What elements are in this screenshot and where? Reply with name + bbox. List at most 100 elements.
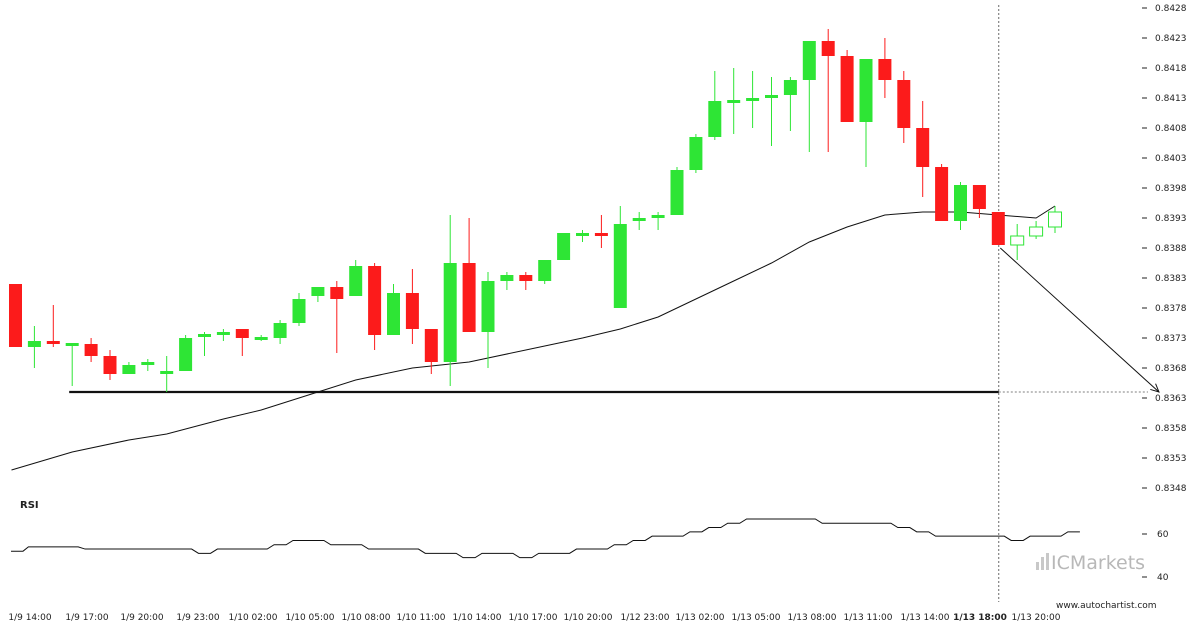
brand-logo-bar-1: [1036, 562, 1039, 570]
candle-body: [84, 344, 98, 356]
candle-body: [708, 101, 722, 137]
candle-body: [783, 80, 797, 95]
x-tick-label: 1/10 02:00: [228, 613, 277, 623]
candle: [878, 38, 892, 98]
candle: [651, 212, 665, 230]
x-tick-label: 1/13 18:00: [953, 613, 1007, 623]
candle: [500, 272, 514, 290]
candle-body: [746, 98, 760, 101]
candle-body: [368, 266, 382, 335]
x-tick-label: 1/13 11:00: [843, 613, 892, 623]
candle: [424, 329, 438, 374]
y-tick-label: 0.8403: [1155, 154, 1187, 164]
candle: [708, 71, 722, 140]
candle: [916, 101, 930, 197]
rsi-line: [11, 518, 1080, 559]
candle-body: [765, 95, 778, 98]
candle-body: [538, 260, 552, 281]
candle-body: [103, 356, 117, 374]
candle: [689, 134, 703, 173]
candle: [405, 269, 419, 344]
candle-body: [859, 59, 873, 122]
candle-body: [840, 56, 854, 122]
candle: [141, 359, 155, 371]
x-tick-label: 1/10 05:00: [285, 613, 334, 623]
candle: [840, 50, 854, 122]
candle: [235, 329, 249, 356]
y-tick-label: 0.8353: [1155, 454, 1187, 464]
candle-body: [972, 185, 986, 209]
candle-body: [27, 341, 41, 347]
candle-body: [613, 224, 627, 308]
x-tick-label: 1/13 20:00: [1011, 613, 1060, 623]
y-tick-label: 0.8428: [1155, 4, 1187, 14]
x-tick-label: 1/10 14:00: [452, 613, 501, 623]
candle: [746, 71, 760, 128]
candle: [198, 332, 211, 356]
candle-body: [954, 185, 967, 221]
projection-arrow-head: [1150, 383, 1160, 393]
candle-body: [235, 329, 249, 338]
candle-body: [292, 299, 306, 323]
candle-body: [349, 266, 363, 296]
y-tick-label: 0.8368: [1155, 364, 1187, 374]
candle: [1010, 224, 1025, 260]
candle: [613, 206, 627, 308]
x-tick-label: 1/13 05:00: [731, 613, 780, 623]
candle: [802, 41, 816, 152]
y-tick-label: 0.8378: [1155, 304, 1187, 314]
candle: [594, 215, 608, 248]
candle: [897, 71, 911, 143]
candle-body: [878, 59, 892, 80]
candle: [387, 284, 400, 335]
candle: [311, 287, 325, 302]
candle-body: [160, 371, 174, 374]
candle-body: [46, 341, 60, 344]
candle-body: [443, 263, 457, 362]
candle: [349, 260, 363, 296]
candle: [160, 356, 174, 392]
y-tick-label: 0.8393: [1155, 214, 1187, 224]
x-tick-label: 1/9 17:00: [65, 613, 109, 623]
brand-logo-bar-2: [1041, 557, 1044, 570]
y-tick-label: 0.8358: [1155, 424, 1187, 434]
brand-logo-bar-3: [1046, 553, 1049, 570]
candle: [538, 260, 552, 284]
candle: [727, 68, 741, 134]
candle-body: [935, 167, 949, 221]
candle: [519, 272, 533, 290]
candle: [46, 305, 60, 347]
rsi-tick-label: 40: [1157, 573, 1169, 583]
candle: [821, 29, 835, 152]
rsi-tick-label: 60: [1157, 530, 1169, 540]
candle-body: [557, 233, 571, 260]
candle: [122, 362, 136, 374]
candle: [481, 272, 495, 368]
candle: [27, 326, 41, 368]
x-tick-label: 1/10 11:00: [396, 613, 445, 623]
candle-body: [802, 41, 816, 80]
candle-body: [651, 215, 665, 218]
x-tick-label: 1/9 23:00: [176, 613, 220, 623]
candle-body: [576, 233, 589, 236]
candle: [557, 233, 571, 260]
candle-body: [387, 293, 400, 335]
candle: [991, 212, 1005, 245]
candle: [292, 293, 306, 326]
candle-body: [519, 275, 533, 281]
candle: [179, 335, 193, 371]
candle: [65, 343, 79, 386]
site-credit: www.autochartist.com: [1056, 601, 1157, 611]
candle: [443, 215, 457, 386]
candle-body: [254, 337, 268, 340]
rsi-title: RSI: [20, 500, 39, 511]
x-tick-label: 1/10 17:00: [508, 613, 557, 623]
x-tick-label: 1/9 20:00: [120, 613, 164, 623]
candle: [9, 284, 22, 347]
candle-body: [632, 218, 646, 221]
candle-body: [689, 137, 703, 170]
candle: [935, 164, 949, 221]
candle-body: [141, 362, 155, 365]
candle: [632, 212, 646, 230]
